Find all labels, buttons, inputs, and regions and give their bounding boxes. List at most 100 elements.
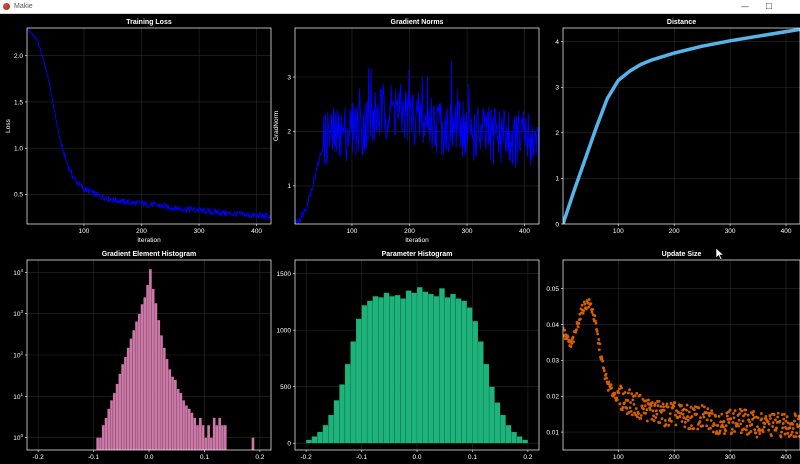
series-line — [295, 60, 539, 224]
y-tick-label: 3 — [555, 85, 559, 92]
series-line — [563, 28, 800, 224]
histogram-bar — [339, 384, 346, 444]
scatter-point — [730, 427, 734, 431]
scatter-point — [776, 415, 780, 419]
x-tick-label: 400 — [251, 228, 262, 235]
x-tick-label: 0.0 — [412, 454, 421, 461]
scatter-point — [662, 405, 666, 409]
scatter-point — [635, 391, 639, 395]
scatter-point — [709, 419, 713, 422]
y-axis-label: GradNorm — [273, 111, 280, 141]
scatter-point — [574, 330, 578, 334]
scatter-point — [634, 407, 638, 410]
scatter-point — [640, 404, 644, 408]
scatter-point — [629, 410, 633, 413]
scatter-point — [637, 412, 640, 416]
scatter-point — [753, 428, 757, 432]
histogram-bar — [137, 313, 141, 450]
scatter-point — [688, 427, 692, 430]
histogram-bar — [411, 292, 418, 444]
scatter-point — [669, 402, 673, 405]
histogram-bar — [193, 417, 197, 450]
histogram-bar — [195, 424, 200, 450]
scatter-point — [744, 408, 748, 412]
scatter-point — [781, 426, 785, 430]
y-tick-label: 0.5 — [14, 192, 23, 199]
histogram-bar — [311, 436, 318, 444]
histogram-bar — [223, 424, 227, 450]
maximize-button[interactable]: ☐ — [765, 2, 773, 11]
x-tick-label: -0.2 — [300, 454, 312, 461]
scatter-point — [684, 420, 687, 424]
scatter-point — [782, 412, 786, 416]
scatter-point — [711, 430, 715, 434]
histogram-bar — [115, 383, 119, 450]
y-tick-label: 0.02 — [546, 394, 559, 401]
scatter-point — [673, 401, 677, 405]
scatter-point — [793, 419, 796, 423]
histogram-bar — [96, 437, 100, 450]
chart-title: Distance — [667, 19, 696, 26]
histogram-bar — [366, 300, 373, 444]
minimize-button[interactable]: — — [741, 2, 749, 11]
scatter-point — [722, 425, 725, 429]
scatter-point — [796, 417, 800, 421]
scatter-point — [722, 420, 726, 423]
scatter-point — [618, 402, 622, 406]
scatter-point — [572, 340, 576, 344]
scatter-point — [767, 428, 771, 432]
scatter-point — [786, 421, 790, 425]
scatter-point — [749, 430, 753, 433]
scatter-point — [751, 418, 754, 421]
scatter-point — [569, 345, 573, 348]
scatter-point — [695, 412, 698, 416]
histogram-bar — [107, 408, 111, 450]
scatter-point — [751, 413, 755, 416]
scatter-point — [600, 357, 604, 361]
scatter-point — [657, 399, 661, 403]
window-title: Makie — [14, 3, 33, 10]
histogram-bar — [516, 436, 523, 444]
y-tick-label: 1 — [555, 176, 559, 183]
scatter-point — [791, 427, 795, 430]
x-tick-label: 300 — [462, 228, 473, 235]
mouse-cursor-icon — [716, 248, 724, 260]
scatter-point — [752, 416, 756, 419]
scatter-point — [686, 415, 690, 418]
scatter-point — [631, 398, 635, 402]
histogram-bar — [187, 408, 191, 450]
scatter-point — [650, 417, 654, 421]
scatter-point — [771, 421, 775, 424]
scatter-point — [621, 406, 625, 409]
scatter-point — [780, 430, 783, 434]
histogram-bar — [179, 392, 183, 450]
scatter-point — [727, 410, 730, 414]
scatter-point — [638, 393, 642, 397]
histogram-bar — [168, 369, 172, 450]
scatter-point — [785, 415, 789, 419]
window-titlebar: Makie — ☐ — [0, 0, 800, 14]
histogram-bar — [400, 298, 407, 444]
scatter-point — [643, 404, 647, 408]
histogram-bar — [143, 297, 147, 450]
scatter-point — [729, 417, 733, 421]
scatter-point — [740, 409, 744, 413]
scatter-point — [692, 408, 696, 412]
scatter-point — [796, 425, 800, 429]
scatter-point — [644, 411, 648, 415]
histogram-bar — [212, 417, 216, 450]
makie-app-icon — [3, 3, 10, 10]
histogram-bar — [322, 424, 329, 444]
scatter-point — [647, 398, 650, 402]
scatter-point — [610, 386, 614, 390]
x-tick-label: 200 — [669, 228, 680, 235]
scatter-point — [648, 408, 652, 412]
plot-area — [27, 28, 271, 221]
histogram-bar — [317, 431, 323, 444]
histogram-bar — [383, 292, 390, 444]
scatter-point — [742, 414, 745, 418]
chart-panel-6: 100 200 300 400 0.01 0.02 0.03 0.04 0.05 Update S… — [546, 251, 800, 461]
scatter-point — [705, 418, 709, 422]
histogram-bar — [394, 294, 401, 444]
scatter-point — [673, 413, 677, 417]
